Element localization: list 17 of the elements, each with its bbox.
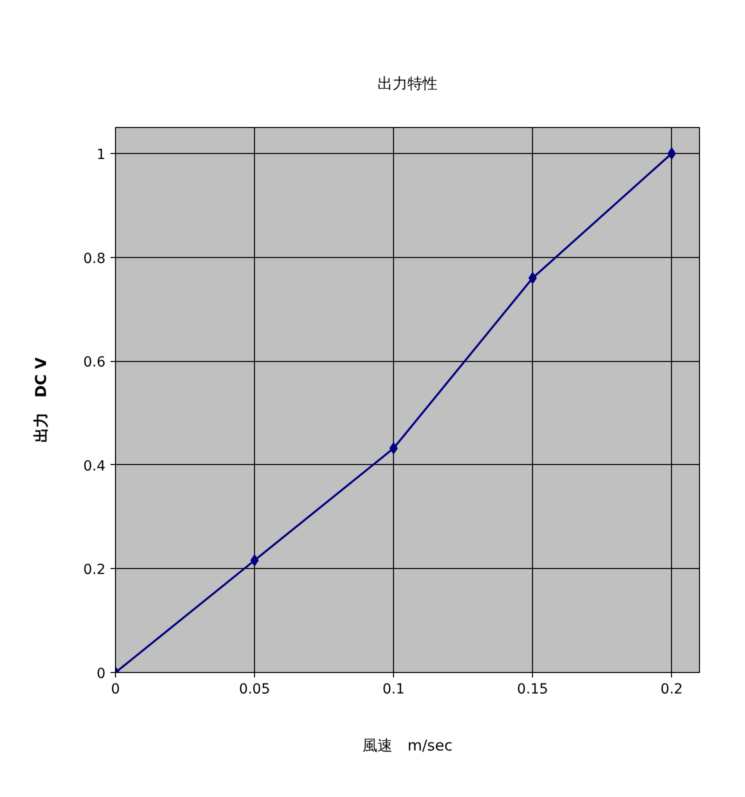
y-tick-label: 0.2 [83,562,106,578]
x-tick-label: 0 [111,682,120,698]
y-tick-label: 0 [96,666,106,682]
y-tick-label: 0.4 [83,458,106,474]
y-tick-label: 0.6 [83,354,106,371]
point [250,554,259,566]
x-tick-label: 0.2 [660,682,683,698]
x-tick-label: 0.05 [238,682,270,698]
x-tick-label: 0.1 [382,682,405,698]
point [528,272,537,284]
x-axis-title: 風速 m/sec [362,736,452,754]
chart-title: 出力特性 [378,74,438,92]
point [389,442,398,454]
y-axis-title: 出力 DC V [32,356,50,443]
y-tick-label: 1 [96,146,106,163]
y-tick-label: 0.8 [83,250,106,267]
x-tick-label: 0.15 [517,682,548,698]
